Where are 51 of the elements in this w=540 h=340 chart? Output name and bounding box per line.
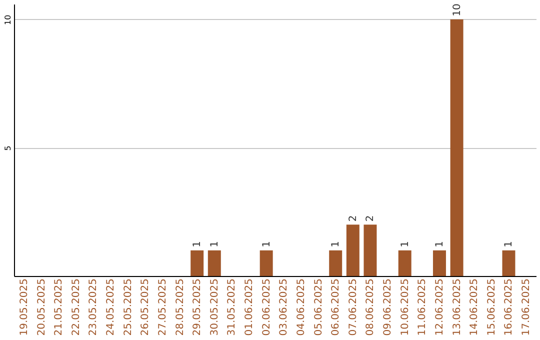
x-tick-label: 02.06.2025 <box>261 278 272 336</box>
data-label: 1 <box>261 240 272 248</box>
x-tick-label: 03.06.2025 <box>278 278 290 336</box>
x-tick-label: 22.05.2025 <box>70 278 82 336</box>
x-tick-label: 21.05.2025 <box>54 278 65 336</box>
bar <box>346 224 360 276</box>
bar <box>260 250 273 276</box>
data-label: 1 <box>209 240 220 248</box>
bar <box>398 250 412 276</box>
x-tick-label: 04.06.2025 <box>296 278 307 336</box>
x-tick-label: 11.06.2025 <box>417 278 428 336</box>
bar <box>190 250 204 276</box>
x-tick-label: 23.05.2025 <box>88 278 100 336</box>
bar <box>432 250 446 276</box>
x-tick-label: 25.05.2025 <box>122 278 134 336</box>
x-tick-label: 07.06.2025 <box>348 278 359 336</box>
x-tick-label: 29.05.2025 <box>192 278 204 336</box>
x-tick-label: 01.06.2025 <box>244 278 256 336</box>
bar <box>450 19 464 276</box>
data-label: 1 <box>330 240 342 248</box>
x-tick-label: 09.06.2025 <box>382 278 394 336</box>
x-tick-label: 14.06.2025 <box>469 278 480 336</box>
bar <box>208 250 221 276</box>
data-label: 10 <box>452 4 463 16</box>
data-label: 1 <box>400 240 411 248</box>
y-tick-label: 5 <box>4 146 12 151</box>
data-label: 2 <box>365 215 376 222</box>
x-tick-label: 10.06.2025 <box>400 278 411 336</box>
x-tick-label: 19.05.2025 <box>18 278 30 336</box>
x-tick-label: 12.06.2025 <box>434 278 446 336</box>
x-tick-label: 05.06.2025 <box>313 278 324 336</box>
x-tick-label: 30.05.2025 <box>209 278 220 336</box>
x-tick-label: 27.05.2025 <box>157 278 168 336</box>
data-label: 1 <box>192 240 204 248</box>
data-label: 1 <box>504 240 515 248</box>
x-tick-label: 08.06.2025 <box>365 278 376 336</box>
x-tick-label: 16.06.2025 <box>504 278 515 336</box>
data-label: 1 <box>434 240 446 248</box>
x-tick-label: 24.05.2025 <box>106 278 117 336</box>
x-tick-label: 17.06.2025 <box>521 278 532 336</box>
data-label: 2 <box>348 215 359 222</box>
bar <box>502 250 516 276</box>
x-tick-label: 28.05.2025 <box>174 278 186 336</box>
x-tick-label: 15.06.2025 <box>486 278 498 336</box>
x-tick-label: 26.05.2025 <box>140 278 152 336</box>
x-tick-label: 31.05.2025 <box>226 278 238 336</box>
x-tick-label: 06.06.2025 <box>330 278 342 336</box>
x-tick-label: 13.06.2025 <box>452 278 463 336</box>
bar <box>364 224 377 276</box>
x-tick-label: 20.05.2025 <box>36 278 48 336</box>
bar <box>329 250 342 276</box>
